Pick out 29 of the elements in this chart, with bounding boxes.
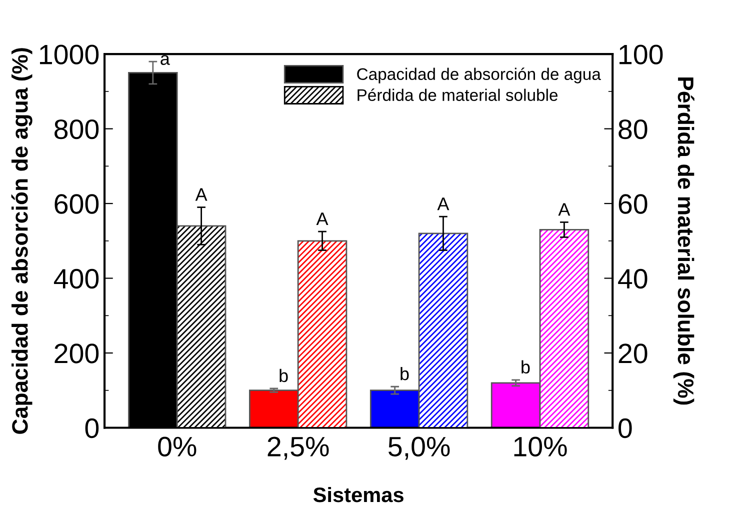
legend-label: Pérdida de material soluble — [358, 88, 558, 101]
data-label: b — [522, 360, 530, 374]
y2-tick-label: 40 — [618, 268, 648, 289]
x-tick-label: 5,0% — [388, 436, 450, 460]
x-tick-label: 2,5% — [268, 436, 329, 460]
y-tick-label: 600 — [54, 194, 99, 214]
y2-tick-label: 100 — [620, 44, 663, 64]
data-label: A — [316, 212, 328, 226]
y2-tick-label: 80 — [618, 119, 648, 140]
x-tick-label: 10% — [514, 436, 567, 456]
y-tick-label: 200 — [54, 344, 99, 364]
y-axis-title: Capacidad de absorción de agua (%) — [11, 48, 32, 434]
y2-tick-label: 0 — [618, 418, 632, 438]
legend-label: Capacidad de absorción de agua — [357, 68, 601, 84]
data-label: A — [437, 198, 450, 210]
data-label: A — [195, 188, 208, 201]
y-tick-label: 400 — [54, 268, 99, 289]
y-tick-label: 800 — [54, 119, 99, 140]
data-label: A — [558, 203, 570, 216]
y2-axis-title: Pérdida de material soluble (%) — [673, 78, 694, 405]
data-label: b — [280, 368, 288, 382]
data-label: a — [160, 55, 170, 65]
y-tick-label: 1000 — [40, 44, 99, 64]
y2-tick-label: 20 — [618, 344, 648, 364]
y2-tick-label: 60 — [618, 194, 648, 214]
y-tick-label: 0 — [85, 418, 99, 438]
data-label: b — [400, 367, 409, 380]
x-axis-title: Sistemas — [313, 486, 404, 502]
x-tick-label: 0% — [158, 436, 196, 456]
